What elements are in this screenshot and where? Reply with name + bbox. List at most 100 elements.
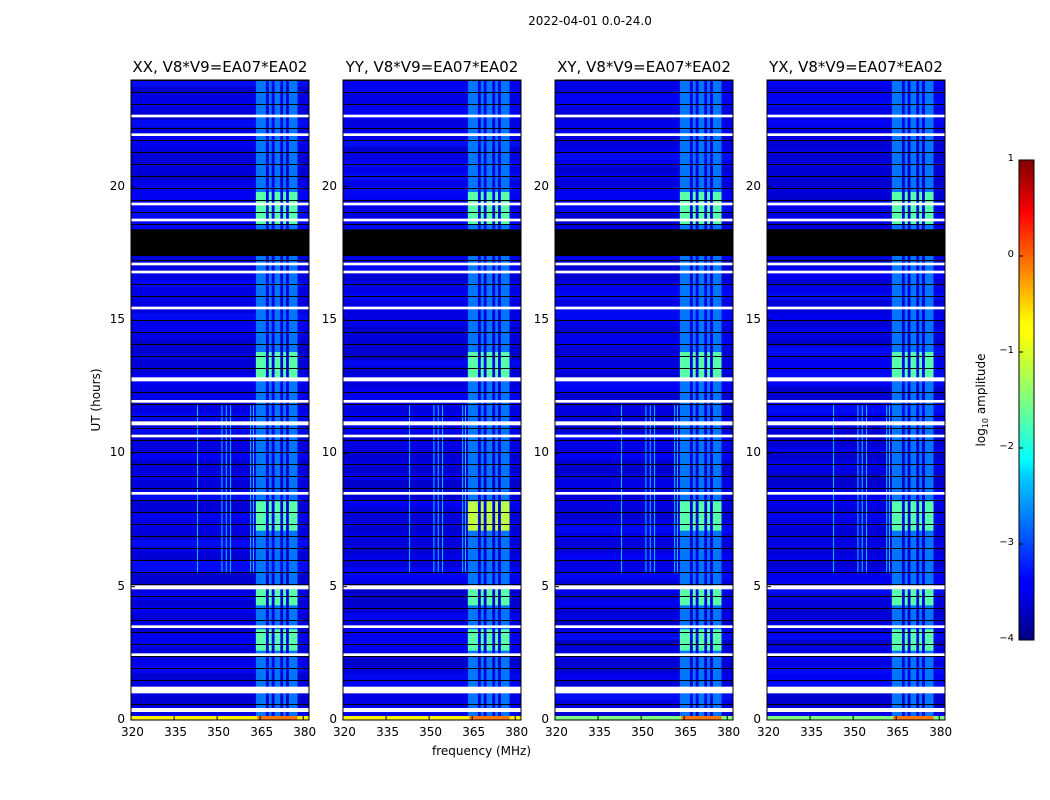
noise-stripe (767, 460, 945, 467)
noise-stripe (343, 560, 521, 567)
bright-block (707, 192, 711, 224)
bright-block (274, 352, 281, 379)
noise-stripe (131, 586, 309, 594)
noise-stripe (555, 426, 733, 434)
flagged-line (343, 644, 521, 645)
flagged-line (131, 92, 309, 93)
flagged-line (767, 152, 945, 153)
bright-block (500, 589, 510, 606)
noise-stripe (767, 106, 945, 114)
flagged-line (343, 392, 521, 393)
flagged-line (767, 596, 945, 597)
flagged-line (343, 224, 521, 225)
colorbar-tick-label: −4 (999, 633, 1014, 644)
flagged-line (555, 548, 733, 549)
flagged-line (131, 164, 309, 165)
flagged-line (131, 416, 309, 417)
noise-stripe (131, 180, 309, 187)
bright-block (467, 352, 478, 379)
flagged-line (555, 500, 733, 501)
noise-stripe (131, 546, 309, 554)
flagged-gap (131, 625, 309, 628)
bright-block (486, 629, 493, 651)
bright-block (288, 192, 298, 224)
bright-block (692, 192, 696, 224)
flagged-line (767, 560, 945, 561)
noise-stripe (343, 573, 521, 580)
noise-stripe (131, 220, 309, 227)
bright-block (467, 501, 478, 531)
noise-stripe (343, 186, 521, 194)
noise-stripe (131, 613, 309, 620)
noise-stripe (555, 333, 733, 340)
flagged-line (767, 224, 945, 225)
flagged-line (767, 188, 945, 189)
flagged-gap (131, 492, 309, 495)
flagged-line (555, 416, 733, 417)
noise-stripe (343, 700, 521, 707)
noise-stripe (555, 393, 733, 400)
y-tick-label: 5 (541, 578, 549, 593)
bright-block (679, 629, 690, 651)
flagged-line (767, 176, 945, 177)
bright-block (692, 589, 696, 606)
flagged-gap (555, 708, 733, 712)
colorbar-tick-label: 1 (1007, 153, 1014, 164)
noise-stripe (555, 680, 733, 687)
flagged-line (767, 488, 945, 489)
noise-stripe (343, 673, 521, 680)
noise-stripe (131, 140, 309, 147)
flagged-gap (767, 114, 945, 118)
y-tick-label: 20 (109, 178, 125, 193)
noise-stripe (343, 506, 521, 514)
flagged-line (343, 620, 521, 621)
bright-block (255, 192, 266, 224)
flagged-gap (343, 708, 521, 712)
flagged-line (555, 320, 733, 321)
bright-block (904, 501, 908, 531)
noise-stripe (343, 633, 521, 640)
panel-title-yx: YX, V8*V9=EA07*EA02 (769, 58, 943, 76)
noise-stripe (555, 406, 733, 414)
noise-stripe (767, 493, 945, 500)
flagged-line (555, 260, 733, 261)
flagged-line (343, 416, 521, 417)
x-axis-label: frequency (MHz) (432, 744, 532, 758)
bright-block (924, 192, 934, 224)
noise-stripe (767, 520, 945, 527)
flagged-line (555, 452, 733, 453)
noise-stripe (131, 300, 309, 307)
flagged-line (131, 428, 309, 429)
flagged-gap (343, 377, 521, 382)
noise-stripe (555, 646, 733, 654)
noise-stripe (343, 693, 521, 700)
bright-block (495, 352, 499, 379)
bright-block (891, 589, 902, 606)
bright-block (679, 192, 690, 224)
noise-stripe (767, 553, 945, 560)
noise-stripe (131, 500, 309, 507)
noise-stripe (343, 580, 521, 587)
bright-block (495, 192, 499, 224)
flagged-gap (555, 306, 733, 310)
flagged-gap (131, 270, 309, 274)
noise-stripe (131, 486, 309, 494)
noise-stripe (343, 680, 521, 687)
noise-stripe (131, 700, 309, 707)
bright-block (255, 629, 266, 651)
noise-stripe (767, 626, 945, 634)
noise-stripe (555, 640, 733, 647)
flagged-line (555, 428, 733, 429)
noise-stripe (555, 546, 733, 554)
noise-stripe (767, 640, 945, 647)
flagged-line (131, 548, 309, 549)
flagged-gap (343, 133, 521, 136)
flagged-gap (131, 377, 309, 382)
flagged-line (767, 524, 945, 525)
noise-stripe (555, 126, 733, 134)
noise-stripe (555, 620, 733, 627)
flagged-gap (767, 434, 945, 438)
noise-stripe (767, 486, 945, 494)
flagged-line (343, 104, 521, 105)
bright-block (495, 589, 499, 606)
